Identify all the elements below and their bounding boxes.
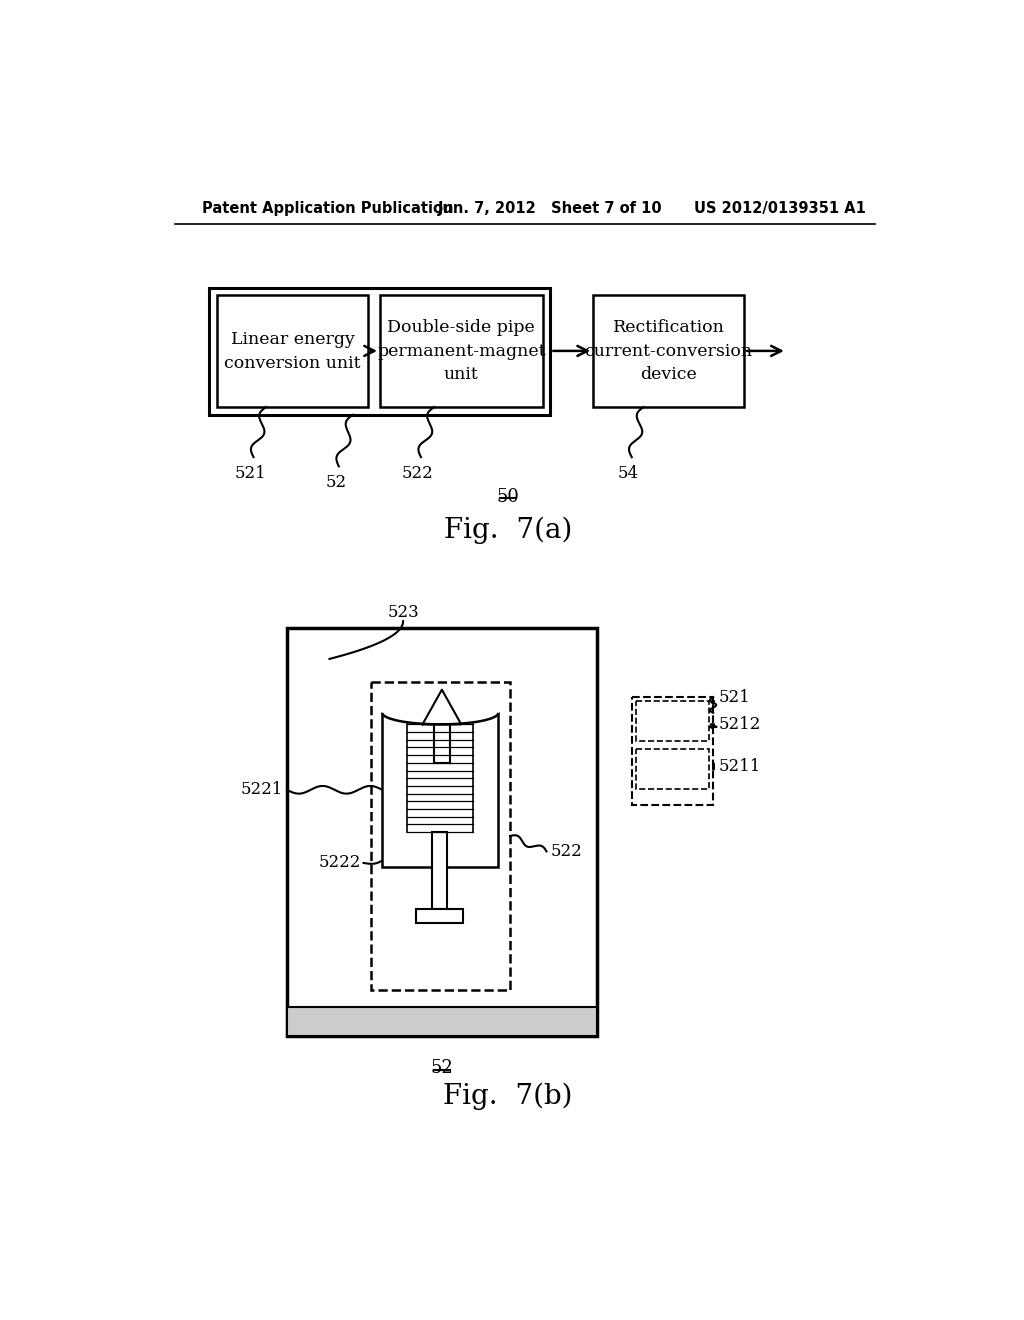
Text: Double-side pipe
permanent-magnet
unit: Double-side pipe permanent-magnet unit: [377, 319, 546, 383]
Text: Jun. 7, 2012   Sheet 7 of 10: Jun. 7, 2012 Sheet 7 of 10: [438, 201, 663, 216]
Text: 521: 521: [719, 689, 751, 706]
Text: Fig.  7(a): Fig. 7(a): [443, 516, 572, 544]
Bar: [593, 296, 744, 407]
Text: 522: 522: [402, 465, 434, 482]
Bar: [287, 1007, 597, 1036]
Text: 521: 521: [234, 465, 266, 482]
Text: US 2012/0139351 A1: US 2012/0139351 A1: [693, 201, 865, 216]
Ellipse shape: [382, 701, 499, 725]
Bar: [287, 628, 597, 1036]
Text: 5222: 5222: [318, 854, 360, 871]
Text: 54: 54: [618, 465, 639, 482]
Bar: [382, 713, 499, 867]
Bar: [636, 748, 710, 789]
Polygon shape: [423, 689, 461, 725]
Bar: [371, 682, 510, 990]
Bar: [217, 296, 369, 407]
Text: 5221: 5221: [241, 781, 283, 799]
Text: 522: 522: [550, 843, 582, 859]
Bar: [636, 701, 710, 742]
Bar: [632, 697, 713, 805]
Text: 52: 52: [326, 474, 346, 491]
Bar: [209, 288, 550, 414]
Text: Fig.  7(b): Fig. 7(b): [443, 1082, 572, 1110]
Bar: [432, 832, 447, 909]
Text: 5212: 5212: [719, 715, 761, 733]
Bar: [434, 725, 450, 763]
Bar: [417, 909, 463, 923]
Text: 52: 52: [430, 1059, 454, 1077]
Text: Rectification
current-conversion
device: Rectification current-conversion device: [585, 319, 753, 383]
Text: 523: 523: [387, 605, 419, 622]
Text: Patent Application Publication: Patent Application Publication: [202, 201, 454, 216]
Text: 50: 50: [497, 488, 519, 506]
Text: 5211: 5211: [719, 758, 761, 775]
Text: Linear energy
conversion unit: Linear energy conversion unit: [224, 331, 360, 371]
Bar: [380, 296, 543, 407]
